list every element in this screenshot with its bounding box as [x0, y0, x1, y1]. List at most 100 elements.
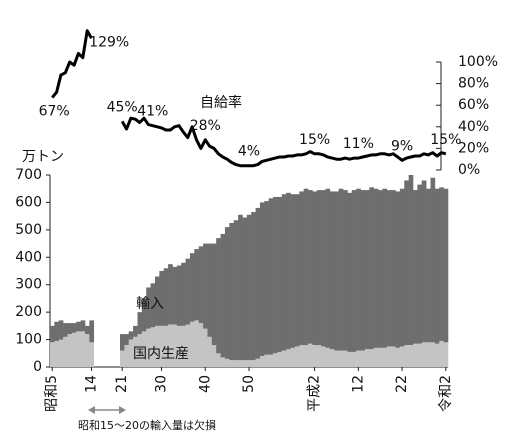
bar-segment [238, 214, 243, 361]
bar-segment [404, 180, 409, 346]
bar-segment [360, 350, 366, 367]
bar-segment [439, 187, 444, 341]
bar-segment [181, 262, 186, 326]
x-tick-label: 40 [197, 375, 213, 393]
bar-segment [58, 339, 64, 367]
x-tick-label: 令和2 [438, 375, 454, 412]
bar-segment [325, 188, 331, 348]
y-tick-label: 700 [15, 167, 42, 183]
bar-segment [185, 324, 191, 367]
bar-segment [268, 198, 274, 355]
y2-tick-label: 60% [458, 97, 489, 113]
bar-segment [338, 188, 344, 351]
bar-segment [150, 327, 156, 367]
bar-segment [233, 360, 239, 367]
bar-segment [417, 184, 423, 344]
bar-segment [251, 212, 256, 361]
bar-segment [124, 345, 130, 367]
bar-segment [67, 323, 73, 335]
bar-segment [395, 347, 401, 367]
x-tick-label: 22 [394, 375, 410, 393]
bar-segment [154, 325, 160, 367]
bar-segment [71, 332, 77, 367]
bar-segment [426, 188, 431, 343]
bar-segment [277, 351, 283, 367]
bar-segment [399, 188, 405, 347]
bar-segment [294, 194, 300, 347]
bar-segment [220, 233, 226, 358]
bar-segment [426, 342, 431, 367]
bar-segment [369, 187, 374, 350]
bar-segment [364, 349, 370, 367]
bar-segment [273, 196, 278, 354]
bar-segment [176, 265, 182, 326]
y2-tick-label: 80% [458, 76, 489, 92]
bar-segment [294, 346, 300, 367]
bar-segment [224, 358, 230, 367]
data-label: 67% [39, 104, 70, 120]
bar-segment [198, 246, 204, 324]
bar-segment [211, 345, 217, 367]
bar-segment [246, 214, 252, 361]
y-tick-label: 400 [15, 249, 42, 265]
bar-segment [268, 354, 274, 367]
data-label: 11% [343, 136, 374, 152]
bar-segment [338, 350, 344, 367]
bar-segment [386, 190, 392, 347]
bar-segment [50, 342, 55, 367]
bar-segment [329, 191, 335, 350]
bar-segment [321, 346, 326, 367]
bar-segment [430, 342, 436, 367]
bar-segment [343, 190, 348, 351]
bar-segment [369, 349, 374, 367]
bar-segment [220, 357, 226, 367]
bar-segment [242, 360, 248, 367]
bar-segment [286, 192, 291, 350]
series-label: 国内生産 [133, 346, 189, 362]
bar-segment [286, 349, 291, 367]
bar-segment [246, 360, 252, 367]
bar-segment [303, 188, 309, 346]
bar-segment [63, 323, 68, 337]
bar-segment [378, 347, 383, 367]
bar-segment [224, 227, 230, 359]
bar-segment [67, 334, 73, 367]
x-tick-label: 12 [350, 375, 366, 393]
bar-segment [299, 345, 304, 367]
data-label: 28% [190, 118, 221, 134]
series-label: 自給率 [200, 94, 242, 111]
bar-segment [356, 188, 361, 351]
bar-segment [351, 351, 357, 367]
bar-segment [303, 345, 309, 367]
bar-segment [238, 360, 243, 367]
x-tick-label: 30 [154, 375, 170, 393]
bar-segment [290, 194, 296, 348]
bar-segment [382, 188, 388, 348]
bar-segment [404, 345, 409, 367]
data-label: 4% [238, 144, 260, 160]
y-tick-label: 600 [15, 194, 42, 210]
bar-segment [373, 188, 379, 348]
bar-segment [391, 346, 396, 367]
bar-segment [159, 271, 165, 326]
y-tick-label: 500 [15, 222, 42, 238]
bar-segment [203, 243, 208, 329]
y-axis-label: 万トン [22, 149, 64, 165]
bar-segment [194, 320, 200, 367]
bar-segment [408, 345, 414, 367]
bar-segment [141, 331, 147, 367]
bar-segment [159, 325, 165, 367]
bar-segment [321, 190, 326, 347]
bar-segment [172, 324, 178, 367]
bar-segment [89, 320, 95, 343]
bar-segment [63, 336, 68, 367]
bar-segment [308, 343, 313, 367]
data-label: 15% [430, 132, 461, 148]
y2-tick-label: 0% [458, 162, 480, 178]
bar-segment [264, 201, 269, 355]
bar-segment [273, 353, 278, 367]
bar-segment [316, 345, 322, 367]
x-tick-label: 昭和5 [44, 375, 60, 412]
bar-segment [255, 358, 261, 367]
bar-segment [163, 325, 169, 367]
